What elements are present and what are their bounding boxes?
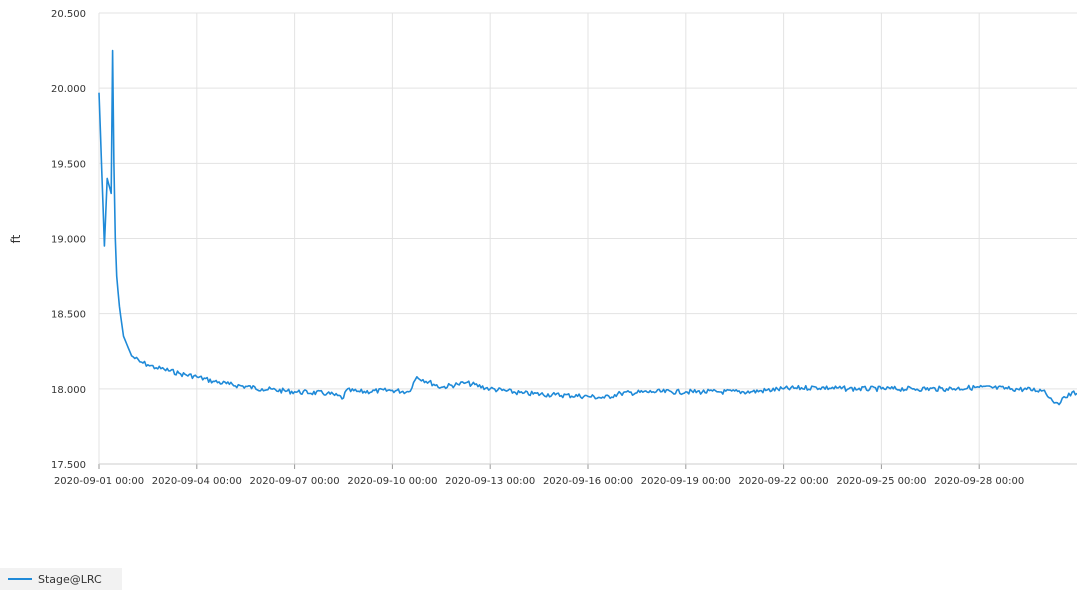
legend-label-stage-lrc: Stage@LRC: [38, 572, 102, 586]
x-tick-label: 2020-09-28 00:00: [934, 476, 1024, 487]
x-tick-label: 2020-09-25 00:00: [836, 476, 926, 487]
x-tick-label: 2020-09-10 00:00: [347, 476, 437, 487]
x-tick-label: 2020-09-07 00:00: [250, 476, 340, 487]
y-tick-label: 18.500: [51, 310, 86, 321]
series-layer: [98, 49, 1077, 406]
line-chart: 17.500 18.000 18.500 19.000 19.500 20.000 20.5…: [9, 9, 1077, 487]
y-axis-label: ft: [9, 234, 23, 243]
y-tick-label: 20.000: [51, 84, 86, 95]
x-tick-label: 2020-09-22 00:00: [739, 476, 829, 487]
legend-swatch-stage-lrc: [8, 578, 32, 580]
y-tick-label: 20.500: [51, 9, 86, 20]
series-line-stage-lrc[interactable]: [98, 49, 1077, 406]
y-tick-label: 17.500: [51, 460, 86, 471]
x-tick-label: 2020-09-16 00:00: [543, 476, 633, 487]
y-axis-ticks: 17.500 18.000 18.500 19.000 19.500 20.000 20.5…: [51, 9, 86, 471]
chart-grid: [98, 12, 1077, 469]
y-tick-label: 18.000: [51, 385, 86, 396]
x-axis-ticks: 2020-09-01 00:00 2020-09-04 00:00 2020-09-…: [54, 476, 1024, 487]
x-tick-label: 2020-09-13 00:00: [445, 476, 535, 487]
legend[interactable]: Stage@LRC: [0, 568, 122, 590]
x-tick-label: 2020-09-04 00:00: [152, 476, 242, 487]
y-tick-label: 19.000: [51, 235, 86, 246]
y-tick-label: 19.500: [51, 159, 86, 170]
x-tick-label: 2020-09-19 00:00: [641, 476, 731, 487]
x-tick-label: 2020-09-01 00:00: [54, 476, 144, 487]
